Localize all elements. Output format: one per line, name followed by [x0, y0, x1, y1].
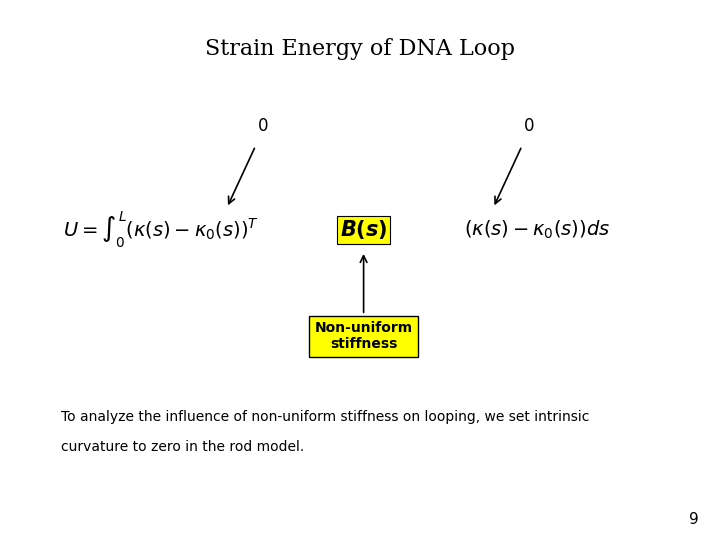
Text: $\boldsymbol{B(s)}$: $\boldsymbol{B(s)}$ — [340, 218, 387, 241]
Text: $\left(\kappa(s) - \kappa_0(s)\right)ds$: $\left(\kappa(s) - \kappa_0(s)\right)ds$ — [464, 218, 611, 241]
Text: curvature to zero in the rod model.: curvature to zero in the rod model. — [61, 440, 305, 454]
Text: 9: 9 — [688, 511, 698, 526]
Text: $U = \int_0^L \left(\kappa(s) - \kappa_0(s)\right)^T$: $U = \int_0^L \left(\kappa(s) - \kappa_0… — [63, 210, 259, 249]
Text: Strain Energy of DNA Loop: Strain Energy of DNA Loop — [205, 38, 515, 60]
Text: Non-uniform
stiffness: Non-uniform stiffness — [315, 256, 413, 352]
Text: To analyze the influence of non-uniform stiffness on looping, we set intrinsic: To analyze the influence of non-uniform … — [61, 410, 590, 424]
Text: 0: 0 — [524, 117, 534, 135]
Text: 0: 0 — [258, 117, 268, 135]
